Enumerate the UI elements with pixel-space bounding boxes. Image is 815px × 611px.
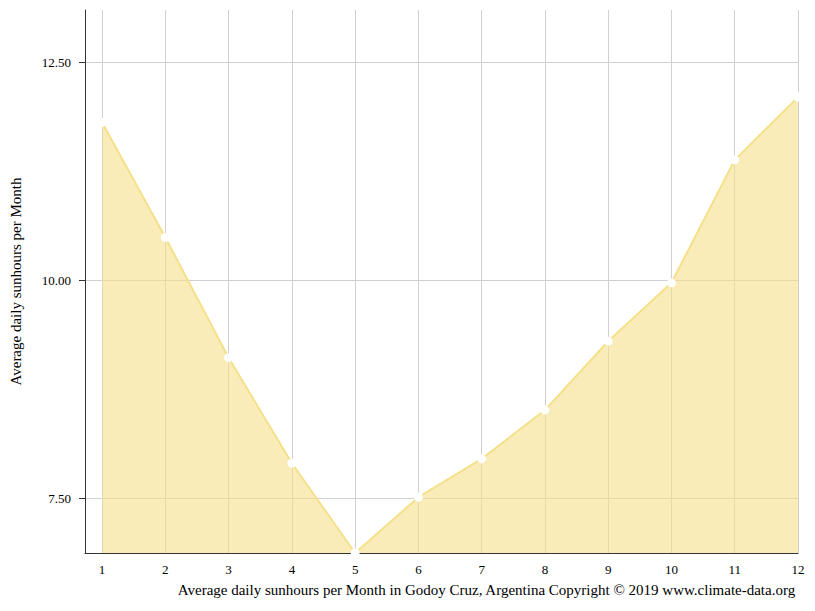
svg-text:7.50: 7.50 [48, 491, 71, 506]
svg-text:Average daily sunhours per Mon: Average daily sunhours per Month in Godo… [178, 582, 796, 598]
svg-text:9: 9 [605, 562, 612, 577]
svg-text:8: 8 [542, 562, 549, 577]
svg-text:Average daily sunhours per Mon: Average daily sunhours per Month [8, 177, 24, 386]
svg-text:10: 10 [665, 562, 678, 577]
svg-text:4: 4 [289, 562, 296, 577]
svg-text:2: 2 [162, 562, 169, 577]
svg-text:3: 3 [225, 562, 232, 577]
svg-text:5: 5 [352, 562, 359, 577]
svg-text:11: 11 [728, 562, 741, 577]
svg-text:7: 7 [478, 562, 485, 577]
svg-text:12.50: 12.50 [42, 55, 71, 70]
svg-text:1: 1 [99, 562, 106, 577]
svg-text:6: 6 [415, 562, 422, 577]
svg-text:10.00: 10.00 [42, 273, 71, 288]
svg-text:12: 12 [792, 562, 805, 577]
